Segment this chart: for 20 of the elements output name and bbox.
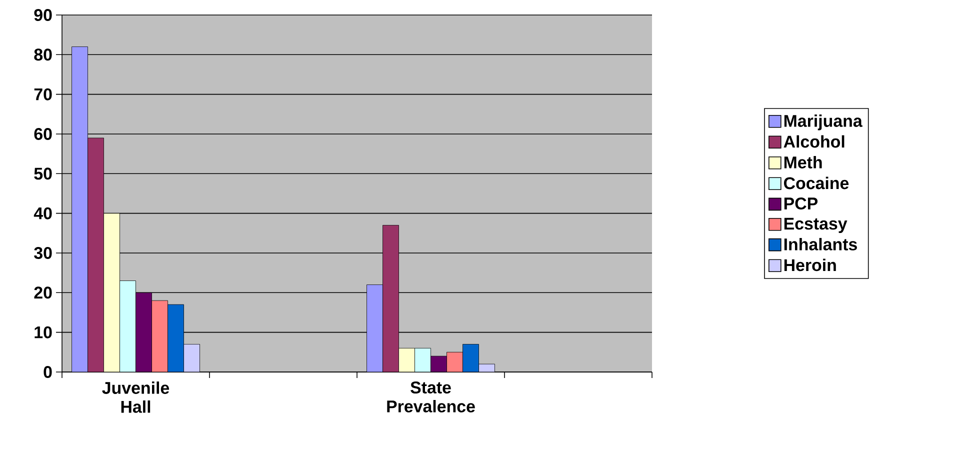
y-tick-label: 90 [34, 8, 52, 21]
y-tick-label: 30 [34, 246, 52, 259]
y-tick-label: 40 [34, 207, 52, 220]
legend-label: Ecstasy [784, 218, 848, 233]
legend-label: Heroin [784, 258, 836, 272]
x-tick-label: Juvenile Hall [102, 382, 170, 413]
y-tick-label: 50 [34, 168, 52, 180]
legend-label: Marijuana [784, 114, 862, 130]
y-tick-label: 20 [34, 286, 52, 299]
y-tick-label: 60 [34, 128, 52, 140]
y-tick-label: 10 [34, 326, 52, 338]
y-tick-label: 70 [34, 88, 52, 100]
legend-label: Meth [784, 156, 822, 168]
legend-label: Alcohol [784, 135, 844, 148]
x-tick-label: State Prevalence [387, 382, 475, 412]
legend-label: Cocaine [784, 176, 849, 190]
legend-label: Inhalants [784, 238, 857, 250]
y-tick-label: 80 [34, 48, 52, 61]
legend-label: PCP [784, 198, 818, 210]
y-tick-label: 0 [44, 366, 52, 378]
